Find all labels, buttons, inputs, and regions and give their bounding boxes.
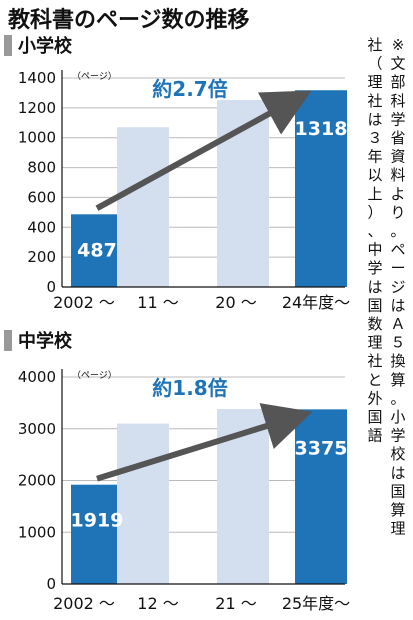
bar-value-label: 1919 (71, 510, 124, 532)
trend-arrow (96, 403, 313, 482)
y-tick-label: 1400 (18, 69, 56, 87)
x-tick-label: 11 ～ (137, 293, 178, 312)
note-line: 社（理社は３年以上）、中学は国数理社と外国語 (367, 36, 382, 445)
x-tick-label: 25年度～ (282, 594, 350, 613)
bar-value-label: 1318 (295, 118, 348, 140)
y-tick-label: 1000 (18, 129, 56, 147)
x-tick-label: 12 ～ (137, 594, 178, 613)
bar-value-label: 487 (77, 239, 117, 261)
y-tick-label: 400 (27, 218, 56, 236)
x-tick-label: 2002 ～ (53, 293, 115, 312)
x-tick-label: 24年度～ (282, 293, 350, 312)
growth-annotation: 約2.7倍 (152, 77, 227, 101)
bar-value-label: 3375 (295, 437, 348, 459)
bar (71, 484, 123, 584)
x-tick-label: 2002 ～ (53, 594, 115, 613)
y-tick-label: 1200 (18, 99, 56, 117)
y-tick-label: 800 (27, 159, 56, 177)
chart-panel: 中学校 0 1000 2000 3000 4000 （ページ） 1919 3375 約1.8倍 20… (4, 330, 350, 613)
trend-arrow (95, 90, 312, 211)
y-tick-label: 600 (27, 188, 56, 206)
y-tick-label: 3000 (18, 420, 56, 438)
section-title: 中学校 (18, 330, 73, 352)
growth-annotation: 約1.8倍 (152, 376, 227, 400)
y-tick-label: 1000 (18, 523, 56, 541)
chart-panel: 小学校 0 200 400 600 800 1000 1200 1400 （ページ） 487 1318… (4, 35, 350, 312)
page-title: 教科書のページ数の推移 (8, 7, 250, 33)
bar (117, 127, 169, 287)
y-tick-label: 2000 (18, 472, 56, 490)
y-tick-label: 0 (46, 278, 56, 296)
y-axis-unit: （ページ） (72, 71, 117, 82)
note-line: ※文部科学省資料より。ページはＡ５換算。小学校は国算理 (390, 36, 405, 538)
bar (71, 214, 123, 287)
y-tick-label: 200 (27, 248, 56, 266)
section-marker (4, 330, 12, 351)
y-axis-unit: （ページ） (72, 370, 117, 381)
x-tick-label: 21 ～ (215, 594, 256, 613)
x-tick-label: 20 ～ (215, 293, 256, 312)
bar (117, 423, 169, 584)
y-tick-label: 0 (46, 575, 56, 593)
section-title: 小学校 (18, 35, 73, 57)
y-tick-label: 4000 (18, 368, 56, 386)
section-marker (4, 35, 12, 56)
bar (295, 409, 347, 584)
